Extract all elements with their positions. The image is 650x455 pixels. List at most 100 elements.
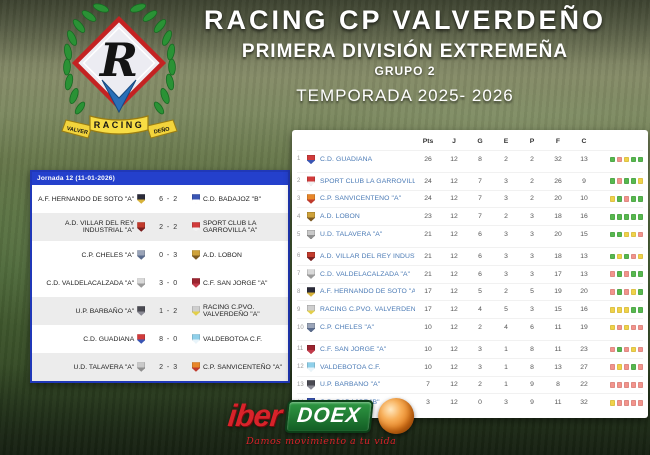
header: RACING CP VALVERDEÑO PRIMERA DIVISIÓN EX… [168, 5, 642, 106]
team-badge-icon [137, 362, 146, 372]
form-loss-icon [637, 382, 643, 388]
form-win-icon [623, 214, 629, 220]
form-draw-icon [609, 307, 615, 313]
team-badge-icon [307, 362, 315, 372]
stat-f: 32 [554, 155, 562, 163]
team-badge-icon [307, 229, 315, 240]
stat-pts: 3 [426, 399, 430, 407]
form-indicator [597, 400, 643, 406]
stat-p: 3 [530, 306, 534, 314]
club-crest-logo: R RACING VALVER DEÑO [61, 3, 178, 139]
stat-pts: 7 [426, 381, 430, 389]
form-win-icon [609, 231, 615, 238]
column-header: J [452, 137, 456, 145]
form-draw-icon [623, 156, 629, 163]
stat-g: 7 [478, 213, 482, 221]
stat-e: 3 [504, 231, 508, 239]
stat-j: 12 [450, 324, 458, 332]
form-loss-icon [623, 196, 629, 202]
stat-g: 8 [478, 155, 482, 163]
team-name: C.D. VALDELACALZADA "A" [46, 279, 135, 287]
season-label: TEMPORADA 2025- 2026 [296, 86, 514, 105]
team-badge-icon [191, 250, 200, 260]
stat-p: 9 [530, 399, 534, 407]
stat-c: 13 [580, 270, 588, 278]
position-number: 3 [297, 195, 301, 202]
form-loss-icon [616, 382, 622, 388]
stat-p: 2 [530, 195, 534, 203]
form-win-icon [637, 196, 643, 202]
stat-j: 12 [450, 195, 458, 203]
stat-j: 12 [450, 345, 458, 353]
form-loss-icon [609, 364, 615, 370]
laurel-wreath [63, 3, 176, 115]
team-name: A.D. VILLAR DEL REY INDUSTRIAL "A" [64, 220, 135, 234]
team-name: C.P. SANVICENTEÑO "A" [202, 363, 283, 371]
table-row: 6 A.D. VILLAR DEL REY INDUSTRIAL "A" 21 12 6… [297, 246, 643, 265]
match-home-team: A.F. HERNANDO DE SOTO "A" [37, 194, 146, 204]
form-win-icon [637, 271, 643, 277]
stat-j: 12 [450, 252, 458, 260]
stat-j: 12 [450, 381, 458, 389]
team-name: RACING C.PVO. VALVERDEÑO "A" [320, 306, 415, 314]
form-indicator [597, 346, 643, 353]
match-row: U.D. TALAVERA "A" 2 - 3 C.P. SANVICENTEÑO … [32, 353, 288, 381]
crest-diamond: R [71, 15, 167, 114]
table-row: 8 A.F. HERNANDO DE SOTO "A" 17 12 5 2 5 19 20 [297, 282, 643, 301]
sponsor-logo: iber DOEX Damos movimiento a tu vida [226, 398, 415, 447]
stat-f: 13 [554, 363, 562, 371]
position-number: 4 [297, 213, 301, 220]
stat-c: 23 [580, 345, 588, 353]
table-row: 11 C.F. SAN JORGE "A" 10 12 3 1 8 11 23 [297, 339, 643, 358]
team-badge-icon [191, 306, 200, 316]
match-row: C.P. CHELES "A" 0 - 3 A.D. LOBON [32, 241, 288, 269]
position-number: 2 [297, 178, 301, 185]
form-draw-icon [623, 231, 629, 238]
stat-g: 7 [478, 177, 482, 185]
form-indicator [597, 364, 643, 370]
form-indicator [597, 324, 643, 331]
form-win-icon [630, 364, 636, 370]
match-row: C.D. VALDELACALZADA "A" 3 - 0 C.F. SAN JOR… [32, 269, 288, 297]
team-name: C.F. SAN JORGE "A" [320, 345, 387, 353]
form-loss-icon [630, 400, 636, 406]
stat-p: 9 [530, 381, 534, 389]
team-badge-icon [137, 334, 146, 344]
form-loss-icon [623, 400, 629, 406]
stat-pts: 21 [424, 270, 432, 278]
match-row: A.D. VILLAR DEL REY INDUSTRIAL "A" 2 - 2 S… [32, 213, 288, 241]
form-win-icon [637, 289, 643, 295]
form-win-icon [616, 289, 622, 295]
table-row: 4 A.D. LOBON 23 12 7 2 3 18 16 [297, 207, 643, 225]
stat-e: 3 [504, 270, 508, 278]
table-row: 2 SPORT CLUB LA GARROVILLA "A" 24 12 7 3 2 26 9 [297, 171, 643, 190]
stat-p: 8 [530, 345, 534, 353]
form-win-icon [630, 196, 636, 202]
stat-e: 3 [504, 399, 508, 407]
stat-e: 4 [504, 324, 508, 332]
team-badge-icon [137, 250, 146, 260]
stat-c: 15 [580, 231, 588, 239]
match-home-team: A.D. VILLAR DEL REY INDUSTRIAL "A" [37, 220, 146, 234]
stat-pts: 24 [424, 177, 432, 185]
form-loss-icon [609, 289, 615, 295]
match-score: 0 - 3 [159, 251, 179, 259]
form-win-icon [630, 271, 636, 277]
team-name: U.P. BARBAÑO "A" [320, 381, 381, 389]
stat-c: 10 [580, 195, 588, 203]
form-indicator [597, 196, 643, 202]
crest-chevron [101, 79, 137, 114]
team-badge-icon [137, 306, 146, 316]
form-loss-icon [630, 382, 636, 388]
stat-pts: 21 [424, 231, 432, 239]
form-draw-icon [623, 307, 629, 313]
stat-c: 19 [580, 324, 588, 332]
match-away-team: SPORT CLUB LA GARROVILLA "A" [191, 220, 283, 234]
form-draw-icon [609, 400, 615, 406]
table-row: 9 RACING C.PVO. VALVERDEÑO "A" 17 12 4 5 3 15 16 [297, 300, 643, 318]
column-header: E [503, 137, 509, 145]
team-name: U.D. TALAVERA "A" [73, 363, 135, 371]
ribbon-text: RACING [94, 120, 145, 130]
team-badge-icon [307, 212, 315, 222]
